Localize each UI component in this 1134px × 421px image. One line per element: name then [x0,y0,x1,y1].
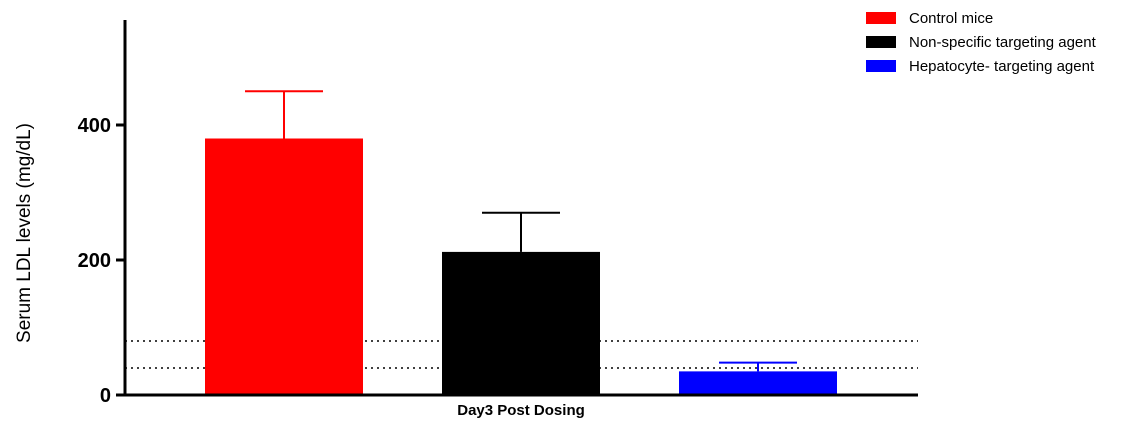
y-tick-label: 400 [78,115,111,137]
legend-label: Non-specific targeting agent [909,34,1097,51]
legend: Control mice Non-specific targeting agent… [866,10,1097,75]
bar [679,371,837,395]
y-ticks-group: 0 200 400 [78,115,125,407]
legend-label: Hepatocyte- targeting agent [909,58,1095,75]
y-tick-label: 0 [100,385,111,407]
error-bars-group [245,90,797,372]
bar [205,138,363,395]
legend-label: Control mice [909,10,993,27]
axes-group [123,20,918,397]
legend-swatch [866,36,896,48]
bar [442,251,600,395]
x-category-label: Day3 Post Dosing [457,402,585,419]
y-tick-label: 200 [78,250,111,272]
bars-group [205,138,837,395]
y-axis-label: Serum LDL levels (mg/dL) [14,123,35,343]
legend-swatch [866,12,896,24]
legend-swatch [866,60,896,72]
